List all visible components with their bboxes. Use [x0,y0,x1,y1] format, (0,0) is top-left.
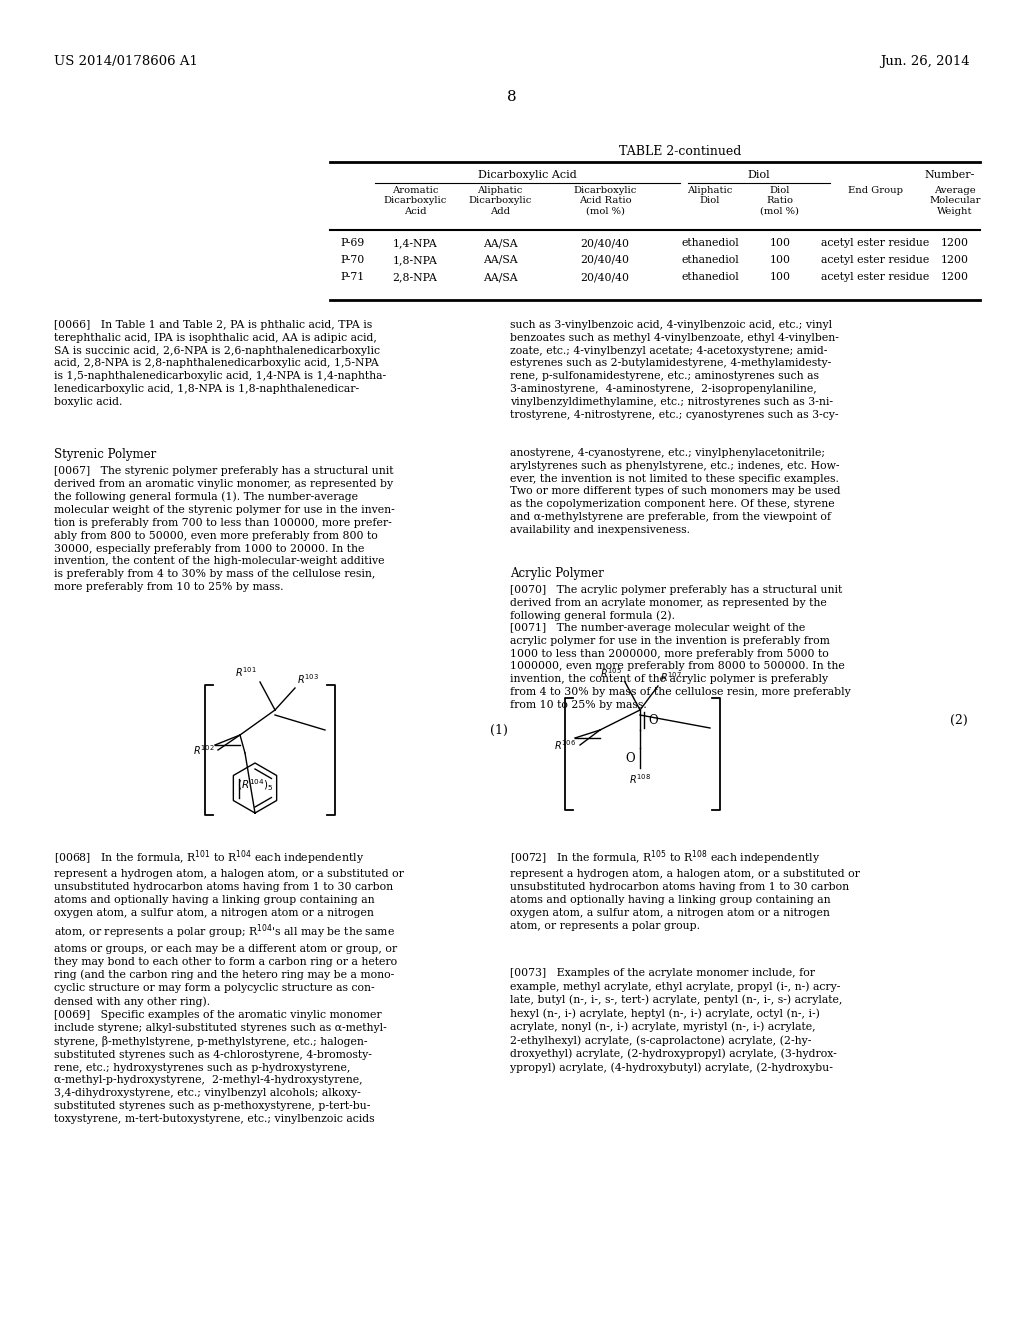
Text: [0072]   In the formula, R$^{105}$ to R$^{108}$ each independently
represent a h: [0072] In the formula, R$^{105}$ to R$^{… [510,847,860,931]
Text: AA/SA: AA/SA [482,272,517,282]
Text: [0066]   In Table 1 and Table 2, PA is phthalic acid, TPA is
terephthalic acid, : [0066] In Table 1 and Table 2, PA is pht… [54,319,386,407]
Text: P-70: P-70 [340,255,365,265]
Text: $R^{108}$: $R^{108}$ [629,772,651,785]
Text: 100: 100 [769,255,791,265]
Text: Average
Molecular
Weight: Average Molecular Weight [929,186,981,215]
Text: Dicarboxylic
Acid Ratio
(mol %): Dicarboxylic Acid Ratio (mol %) [573,186,637,215]
Text: AA/SA: AA/SA [482,238,517,248]
Text: 1,4-NPA: 1,4-NPA [392,238,437,248]
Text: 20/40/40: 20/40/40 [581,238,630,248]
Text: [0071]   The number-average molecular weight of the
acrylic polymer for use in t: [0071] The number-average molecular weig… [510,623,851,710]
Text: 8: 8 [507,90,517,104]
Text: AA/SA: AA/SA [482,255,517,265]
Text: $R^{106}$: $R^{106}$ [554,738,575,752]
Text: $R^{105}$: $R^{105}$ [600,667,622,680]
Text: Dicarboxylic Acid: Dicarboxylic Acid [478,170,577,180]
Text: Jun. 26, 2014: Jun. 26, 2014 [881,55,970,69]
Text: $R^{102}$: $R^{102}$ [194,743,215,756]
Text: ethanediol: ethanediol [681,238,739,248]
Text: [0069]   Specific examples of the aromatic vinylic monomer
include styrene; alky: [0069] Specific examples of the aromatic… [54,1010,387,1123]
Text: US 2014/0178606 A1: US 2014/0178606 A1 [54,55,198,69]
Text: 20/40/40: 20/40/40 [581,255,630,265]
Text: End Group: End Group [848,186,902,195]
Text: acetyl ester residue: acetyl ester residue [821,238,929,248]
Text: $R^{101}$: $R^{101}$ [236,665,257,678]
Text: such as 3-vinylbenzoic acid, 4-vinylbenzoic acid, etc.; vinyl
benzoates such as : such as 3-vinylbenzoic acid, 4-vinylbenz… [510,319,839,420]
Text: Diol
Ratio
(mol %): Diol Ratio (mol %) [761,186,800,215]
Text: Acrylic Polymer: Acrylic Polymer [510,568,604,579]
Text: 1200: 1200 [941,255,969,265]
Text: TABLE 2-continued: TABLE 2-continued [618,145,741,158]
Text: ethanediol: ethanediol [681,255,739,265]
Text: (2): (2) [950,714,968,726]
Text: acetyl ester residue: acetyl ester residue [821,255,929,265]
Text: [0068]   In the formula, R$^{101}$ to R$^{104}$ each independently
represent a h: [0068] In the formula, R$^{101}$ to R$^{… [54,847,403,1007]
Text: 1,8-NPA: 1,8-NPA [392,255,437,265]
Text: $(R^{104})_5$: $(R^{104})_5$ [237,777,273,793]
Text: $R^{107}$: $R^{107}$ [660,671,682,684]
Text: 1200: 1200 [941,272,969,282]
Text: Aliphatic
Dicarboxylic
Add: Aliphatic Dicarboxylic Add [468,186,531,215]
Text: Aromatic
Dicarboxylic
Acid: Aromatic Dicarboxylic Acid [383,186,446,215]
Text: O: O [626,751,635,764]
Text: Diol: Diol [748,170,770,180]
Text: 1200: 1200 [941,238,969,248]
Text: 2,8-NPA: 2,8-NPA [392,272,437,282]
Text: [0067]   The styrenic polymer preferably has a structural unit
derived from an a: [0067] The styrenic polymer preferably h… [54,466,394,591]
Text: acetyl ester residue: acetyl ester residue [821,272,929,282]
Text: $R^{103}$: $R^{103}$ [297,672,319,686]
Text: 100: 100 [769,272,791,282]
Text: O: O [648,714,657,726]
Text: P-71: P-71 [340,272,365,282]
Text: Number-: Number- [925,170,975,180]
Text: [0070]   The acrylic polymer preferably has a structural unit
derived from an ac: [0070] The acrylic polymer preferably ha… [510,585,843,622]
Text: 20/40/40: 20/40/40 [581,272,630,282]
Text: ethanediol: ethanediol [681,272,739,282]
Text: 100: 100 [769,238,791,248]
Text: [0073]   Examples of the acrylate monomer include, for
example, methyl acrylate,: [0073] Examples of the acrylate monomer … [510,968,843,1073]
Text: P-69: P-69 [340,238,365,248]
Text: (1): (1) [490,723,508,737]
Text: anostyrene, 4-cyanostyrene, etc.; vinylphenylacetonitrile;
arylstyrenes such as : anostyrene, 4-cyanostyrene, etc.; vinylp… [510,447,841,535]
Text: Styrenic Polymer: Styrenic Polymer [54,447,157,461]
Text: Aliphatic
Diol: Aliphatic Diol [687,186,733,206]
